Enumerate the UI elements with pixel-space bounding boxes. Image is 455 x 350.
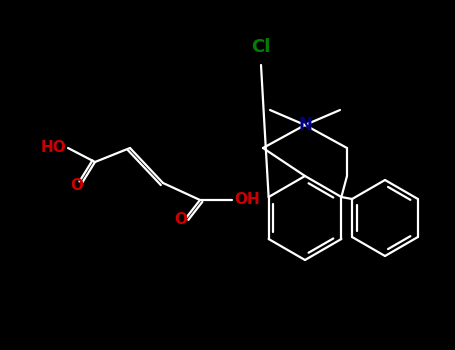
Text: Cl: Cl: [251, 38, 271, 56]
Text: O: O: [71, 177, 84, 192]
Text: OH: OH: [234, 193, 260, 208]
Text: HO: HO: [40, 140, 66, 155]
Text: O: O: [175, 212, 187, 228]
Text: N: N: [298, 116, 312, 134]
